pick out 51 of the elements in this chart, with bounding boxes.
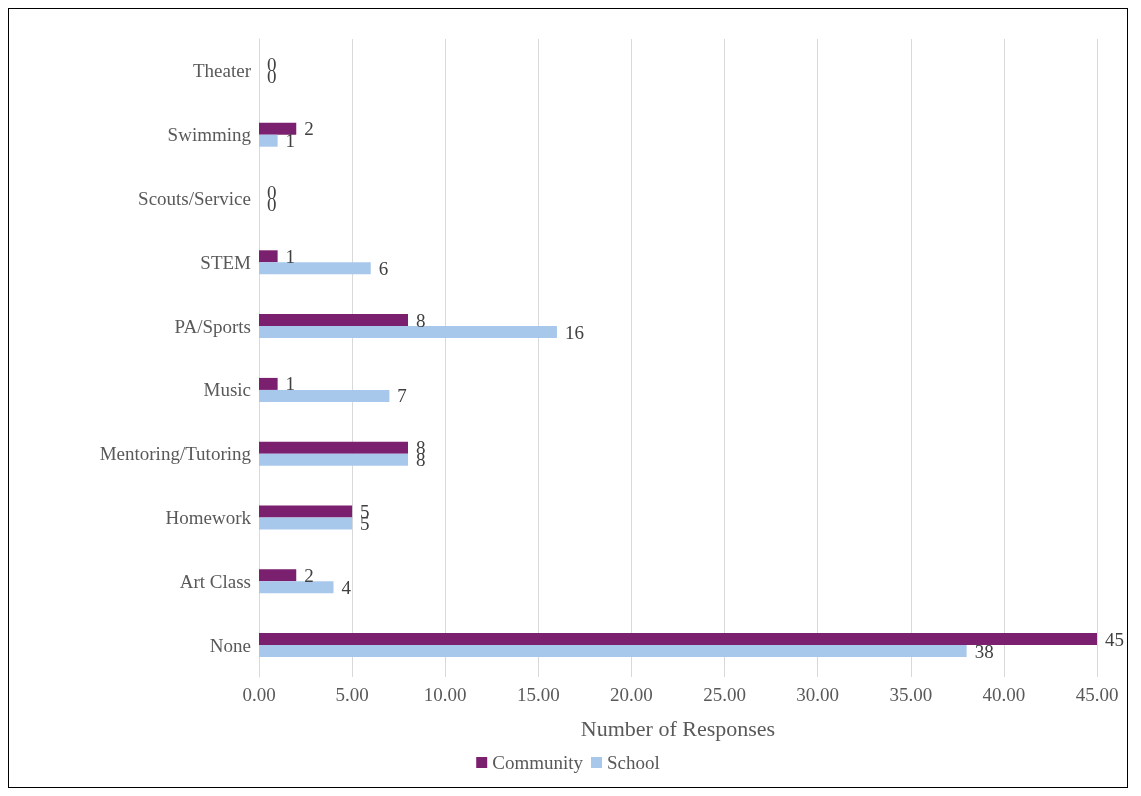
bar xyxy=(259,134,278,147)
data-label: 7 xyxy=(397,385,407,407)
bar xyxy=(259,569,297,582)
x-tick-label: 40.00 xyxy=(982,684,1026,705)
bar xyxy=(259,389,390,402)
data-label: 2 xyxy=(304,118,314,140)
y-tick-label: Swimming xyxy=(167,124,252,146)
bar xyxy=(259,441,408,454)
x-tick-label: 0.00 xyxy=(242,684,276,705)
bar xyxy=(259,505,353,518)
y-tick-label: Homework xyxy=(165,507,252,528)
bar xyxy=(259,377,278,390)
bar xyxy=(259,250,278,263)
bar xyxy=(259,314,408,327)
bar xyxy=(259,326,557,339)
x-tick-label: 30.00 xyxy=(796,684,840,705)
y-tick-label: None xyxy=(209,634,251,656)
y-tick-label: Theater xyxy=(192,60,252,82)
x-tick-label: 45.00 xyxy=(1075,684,1119,705)
y-tick-label: Scouts/Service xyxy=(138,188,251,209)
legend-label: Community xyxy=(492,752,584,773)
data-label: 16 xyxy=(564,321,584,343)
data-label: 1 xyxy=(285,130,296,152)
x-axis-title: Number of Responses xyxy=(580,715,776,741)
x-tick-label: 15.00 xyxy=(516,684,560,705)
y-tick-label: STEM xyxy=(200,251,252,273)
data-label: 8 xyxy=(415,309,426,331)
x-tick-label: 10.00 xyxy=(423,684,467,705)
y-tick-label: Mentoring/Tutoring xyxy=(99,443,252,465)
x-tick-label: 20.00 xyxy=(610,684,653,705)
y-tick-label: PA/Sports xyxy=(174,315,251,337)
bar xyxy=(259,262,371,275)
y-tick-label: Art Class xyxy=(179,570,251,592)
bar xyxy=(259,122,297,135)
legend-label: School xyxy=(607,752,660,773)
data-label: 1 xyxy=(285,373,296,395)
data-label: 2 xyxy=(304,564,314,586)
x-tick-label: 5.00 xyxy=(335,684,369,705)
data-label: 6 xyxy=(378,257,389,279)
bar xyxy=(259,517,353,530)
data-label: 38 xyxy=(974,640,994,662)
x-tick-label: 35.00 xyxy=(889,684,933,705)
bar xyxy=(259,633,1097,646)
data-label: 1 xyxy=(285,245,296,267)
bar xyxy=(259,453,408,466)
y-tick-label: Music xyxy=(203,379,251,401)
x-tick-label: 25.00 xyxy=(703,684,746,705)
bar xyxy=(259,581,334,594)
bar xyxy=(259,645,967,658)
data-label: 45 xyxy=(1105,628,1124,650)
data-label: 4 xyxy=(341,576,352,598)
